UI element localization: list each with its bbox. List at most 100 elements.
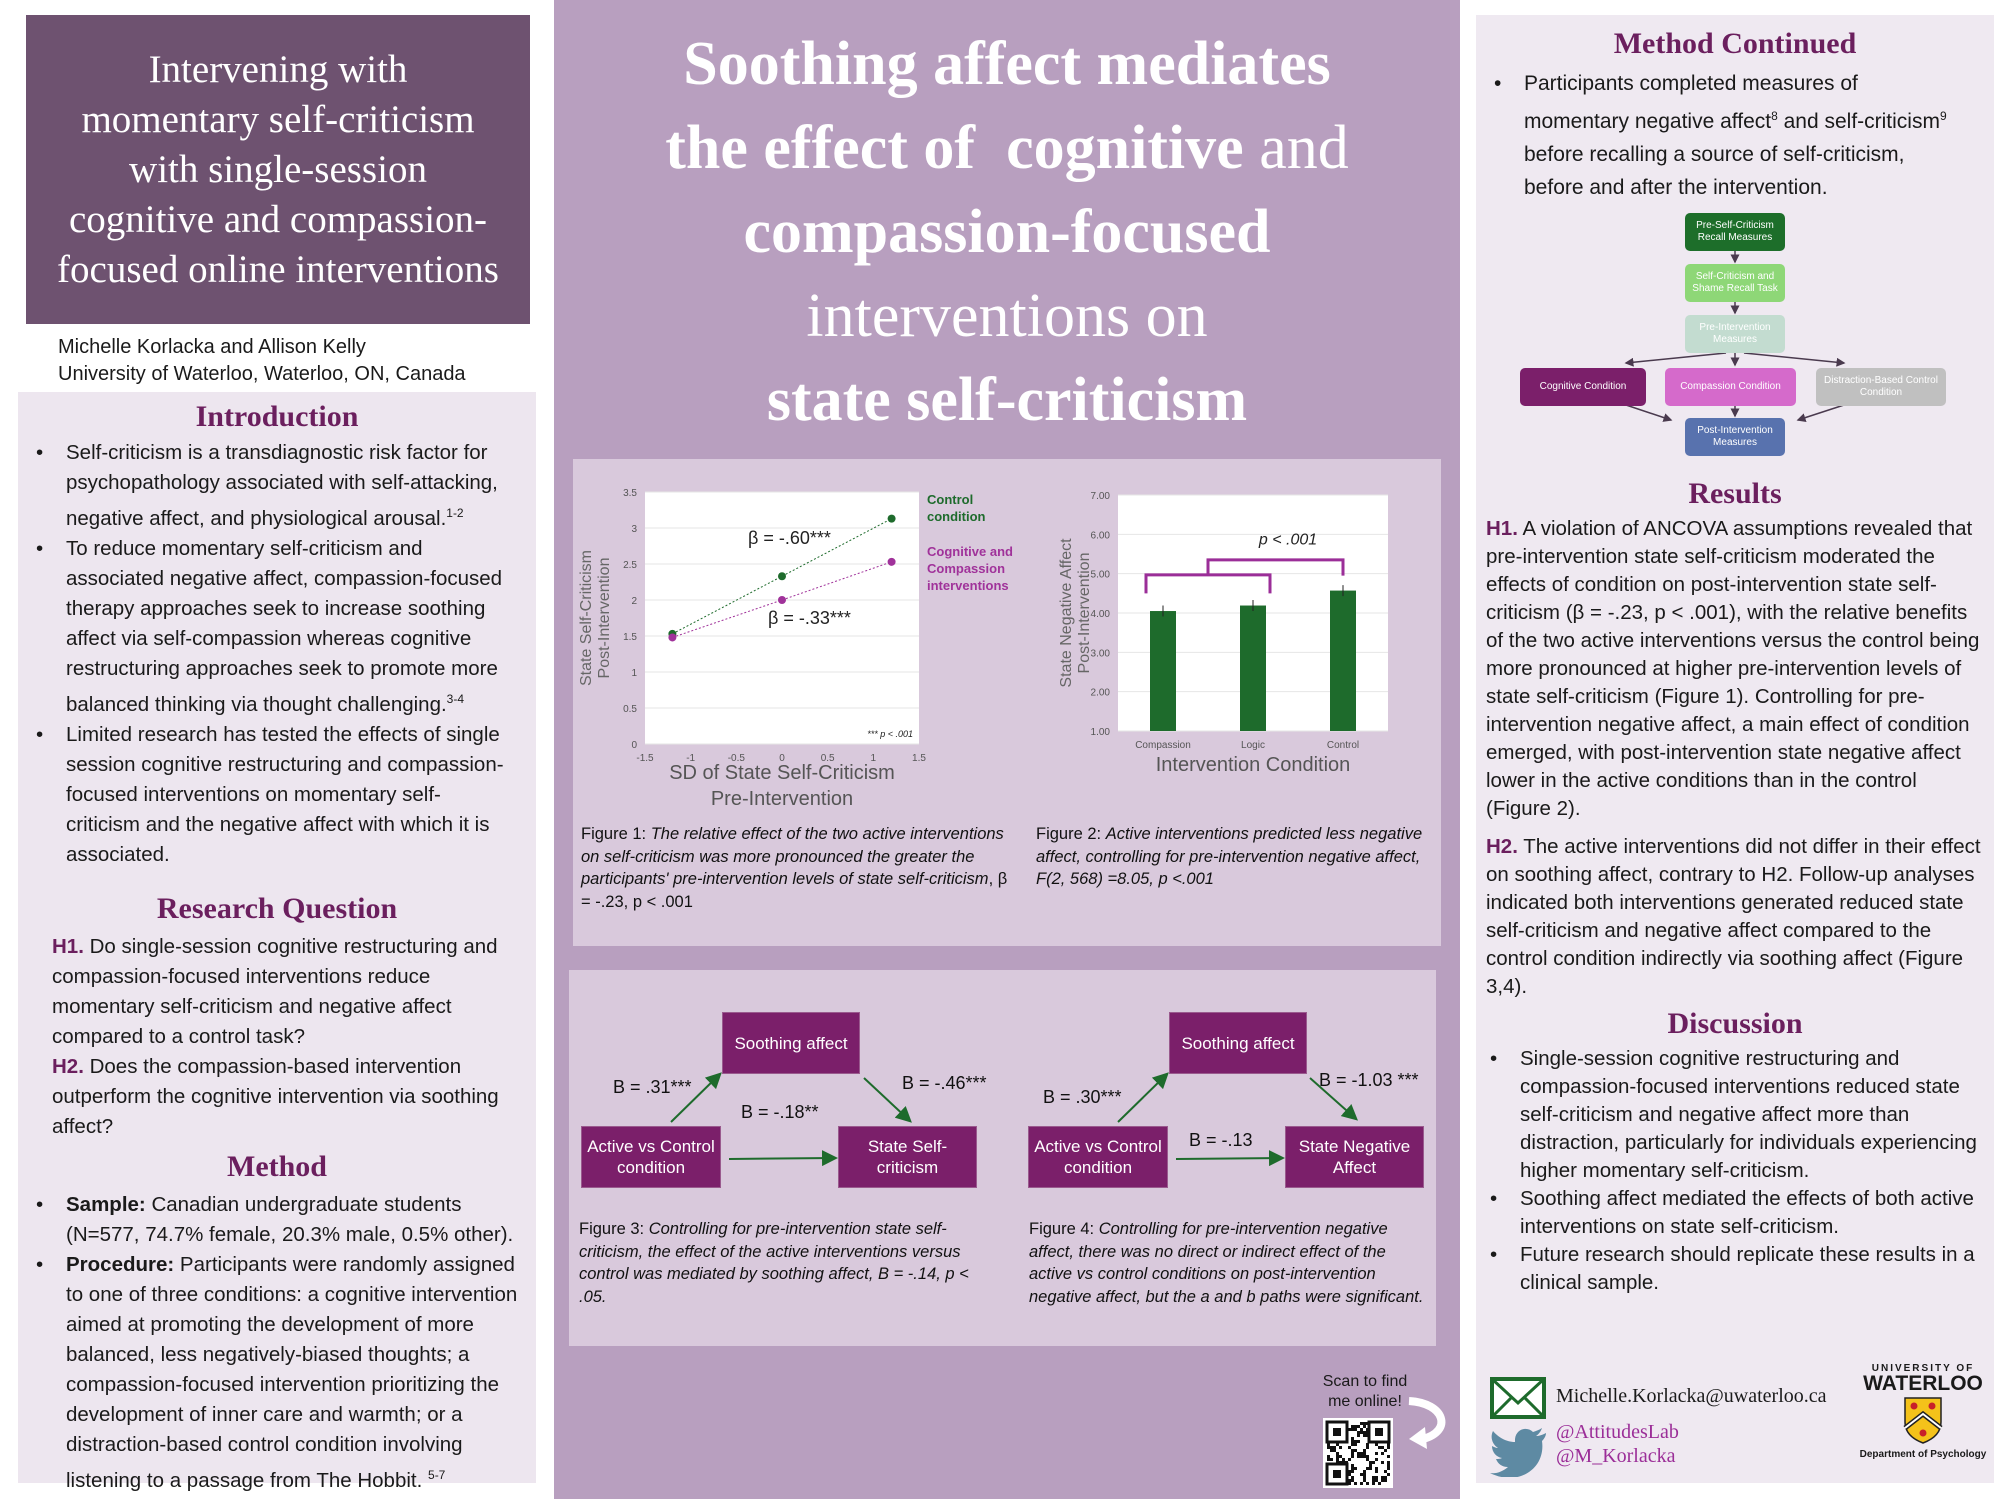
qr-module bbox=[1363, 1425, 1366, 1428]
method-continued-heading: Method Continued bbox=[1613, 27, 1857, 60]
twitter-handle-lab[interactable]: @AttitudesLab bbox=[1556, 1421, 1679, 1443]
results-heading: Results bbox=[1688, 477, 1782, 510]
fig3-predictor-box: Active vs Control condition bbox=[581, 1126, 721, 1188]
qr-module bbox=[1330, 1449, 1333, 1452]
qr-module bbox=[1375, 1458, 1378, 1461]
qr-module bbox=[1351, 1470, 1354, 1473]
qr-module bbox=[1357, 1431, 1360, 1434]
caption-text: Controlling for pre-intervention negativ… bbox=[1029, 1220, 1424, 1306]
flowchart-arrows bbox=[1624, 251, 1846, 422]
text: and self-criticism bbox=[1777, 110, 1940, 133]
qr-finder bbox=[1375, 1428, 1383, 1436]
qr-module bbox=[1369, 1464, 1372, 1467]
x-tick-label: 1 bbox=[871, 753, 877, 764]
qr-module bbox=[1351, 1425, 1354, 1428]
qr-module bbox=[1387, 1443, 1390, 1446]
main-title-line: cognitive bbox=[1006, 114, 1244, 182]
y-tick-label: 3 bbox=[631, 524, 637, 535]
qr-module bbox=[1357, 1425, 1360, 1428]
qr-code-icon[interactable] bbox=[1323, 1418, 1393, 1488]
mediation-arrows bbox=[670, 1072, 1358, 1167]
twitter-handle-author[interactable]: @M_Korlacka bbox=[1556, 1445, 1676, 1467]
twitter-bird-icon[interactable] bbox=[1490, 1427, 1548, 1477]
data-point bbox=[887, 514, 896, 523]
flow-recall-task: Self-Criticism and Shame Recall Task bbox=[1685, 264, 1785, 302]
path-c-arrow bbox=[1175, 1150, 1285, 1167]
y-axis-label: State Negative Affect bbox=[1058, 538, 1075, 688]
qr-module bbox=[1351, 1440, 1354, 1443]
introduction-list: Self-criticism is a transdiagnostic risk… bbox=[28, 438, 514, 870]
flow-compassion-condition: Compassion Condition bbox=[1665, 368, 1796, 406]
qr-module bbox=[1375, 1476, 1378, 1479]
qr-module bbox=[1336, 1455, 1339, 1458]
qr-module bbox=[1384, 1449, 1387, 1452]
comparison-bracket bbox=[1206, 558, 1345, 576]
email-link[interactable]: Michelle.Korlacka@uwaterloo.ca bbox=[1556, 1385, 1827, 1407]
qr-module bbox=[1363, 1455, 1366, 1458]
x-tick-label: -1.5 bbox=[636, 753, 654, 764]
qr-module bbox=[1381, 1446, 1384, 1449]
y-axis-label: Post-Intervention bbox=[596, 558, 613, 679]
y-tick-label: 0.5 bbox=[623, 704, 637, 715]
qr-module bbox=[1336, 1458, 1339, 1461]
title-line: with single-session bbox=[129, 147, 427, 191]
y-tick-label: 1.5 bbox=[623, 632, 637, 643]
qr-module bbox=[1351, 1479, 1354, 1482]
h1-label: H1. bbox=[52, 934, 84, 958]
main-title-line: the effect of bbox=[665, 114, 1007, 182]
y-tick-label: 2.5 bbox=[623, 560, 637, 571]
authors-block: Michelle Korlacka and Allison Kelly Univ… bbox=[58, 334, 466, 388]
qr-module bbox=[1351, 1476, 1354, 1479]
h1-text: A violation of ANCOVA assumptions reveal… bbox=[1486, 517, 1980, 820]
title-line: momentary self-criticism bbox=[81, 97, 475, 141]
significance-label: p < .001 bbox=[1258, 531, 1317, 548]
procedure-flowchart: Pre-Self-Criticism Recall Measures Self-… bbox=[1476, 213, 1994, 463]
qr-module bbox=[1333, 1449, 1336, 1452]
x-tick-label: 0.5 bbox=[821, 753, 835, 764]
logo-line: UNIVERSITY OF bbox=[1871, 1363, 1975, 1374]
qr-module bbox=[1327, 1455, 1330, 1458]
envelope-icon[interactable] bbox=[1490, 1377, 1546, 1419]
result-h1: H1. A violation of ANCOVA assumptions re… bbox=[1486, 515, 1984, 823]
method-procedure: Procedure: Participants were randomly as… bbox=[28, 1250, 518, 1496]
qr-module bbox=[1375, 1479, 1378, 1482]
bullet-text: To reduce momentary self-criticism and a… bbox=[66, 536, 503, 716]
qr-module bbox=[1381, 1461, 1384, 1464]
qr-module bbox=[1360, 1455, 1363, 1458]
qr-caption: Scan to find me online! bbox=[1322, 1373, 1408, 1410]
fig3-mediator-box: Soothing affect bbox=[722, 1012, 860, 1074]
method-heading: Method bbox=[227, 1149, 327, 1183]
x-axis-label: Intervention Condition bbox=[1156, 754, 1351, 776]
h2-label: H2. bbox=[1486, 835, 1518, 858]
caption-text: Active interventions predicted less nega… bbox=[1036, 825, 1423, 888]
qr-module bbox=[1357, 1434, 1360, 1437]
method-sample: Sample: Canadian undergraduate students … bbox=[28, 1190, 518, 1250]
x-tick-label: 0 bbox=[779, 753, 785, 764]
qr-module bbox=[1327, 1443, 1330, 1446]
qr-module bbox=[1354, 1443, 1357, 1446]
qr-module bbox=[1348, 1428, 1351, 1431]
qr-module bbox=[1384, 1476, 1387, 1479]
citation: 3-4 bbox=[446, 691, 465, 706]
intro-bullet: To reduce momentary self-criticism and a… bbox=[28, 534, 514, 720]
bar bbox=[1240, 605, 1266, 731]
x-tick-label: Logic bbox=[1241, 740, 1265, 751]
qr-module bbox=[1384, 1479, 1387, 1482]
qr-module bbox=[1375, 1452, 1378, 1455]
citation: 9 bbox=[1939, 109, 1947, 123]
path-c-arrow bbox=[728, 1150, 838, 1167]
fig3-path-a-label: B = .31*** bbox=[613, 1077, 692, 1097]
method-list: Sample: Canadian undergraduate students … bbox=[28, 1190, 518, 1496]
procedure-text: Participants were randomly assigned to o… bbox=[66, 1252, 518, 1492]
qr-module bbox=[1348, 1458, 1351, 1461]
discussion-bullet: Future research should replicate these r… bbox=[1482, 1241, 1988, 1297]
qr-module bbox=[1327, 1458, 1330, 1461]
sample-text: Canadian undergraduate students (N=577, … bbox=[66, 1192, 514, 1246]
caption-label: Figure 3: bbox=[579, 1220, 649, 1238]
qr-finder bbox=[1333, 1470, 1341, 1478]
qr-module bbox=[1381, 1479, 1384, 1482]
h2-label: H2. bbox=[52, 1054, 84, 1078]
bullet-text: Limited research has tested the effects … bbox=[66, 722, 504, 866]
fig4-mediator-box: Soothing affect bbox=[1169, 1012, 1307, 1074]
main-title-line: state self-criticism bbox=[766, 366, 1248, 434]
